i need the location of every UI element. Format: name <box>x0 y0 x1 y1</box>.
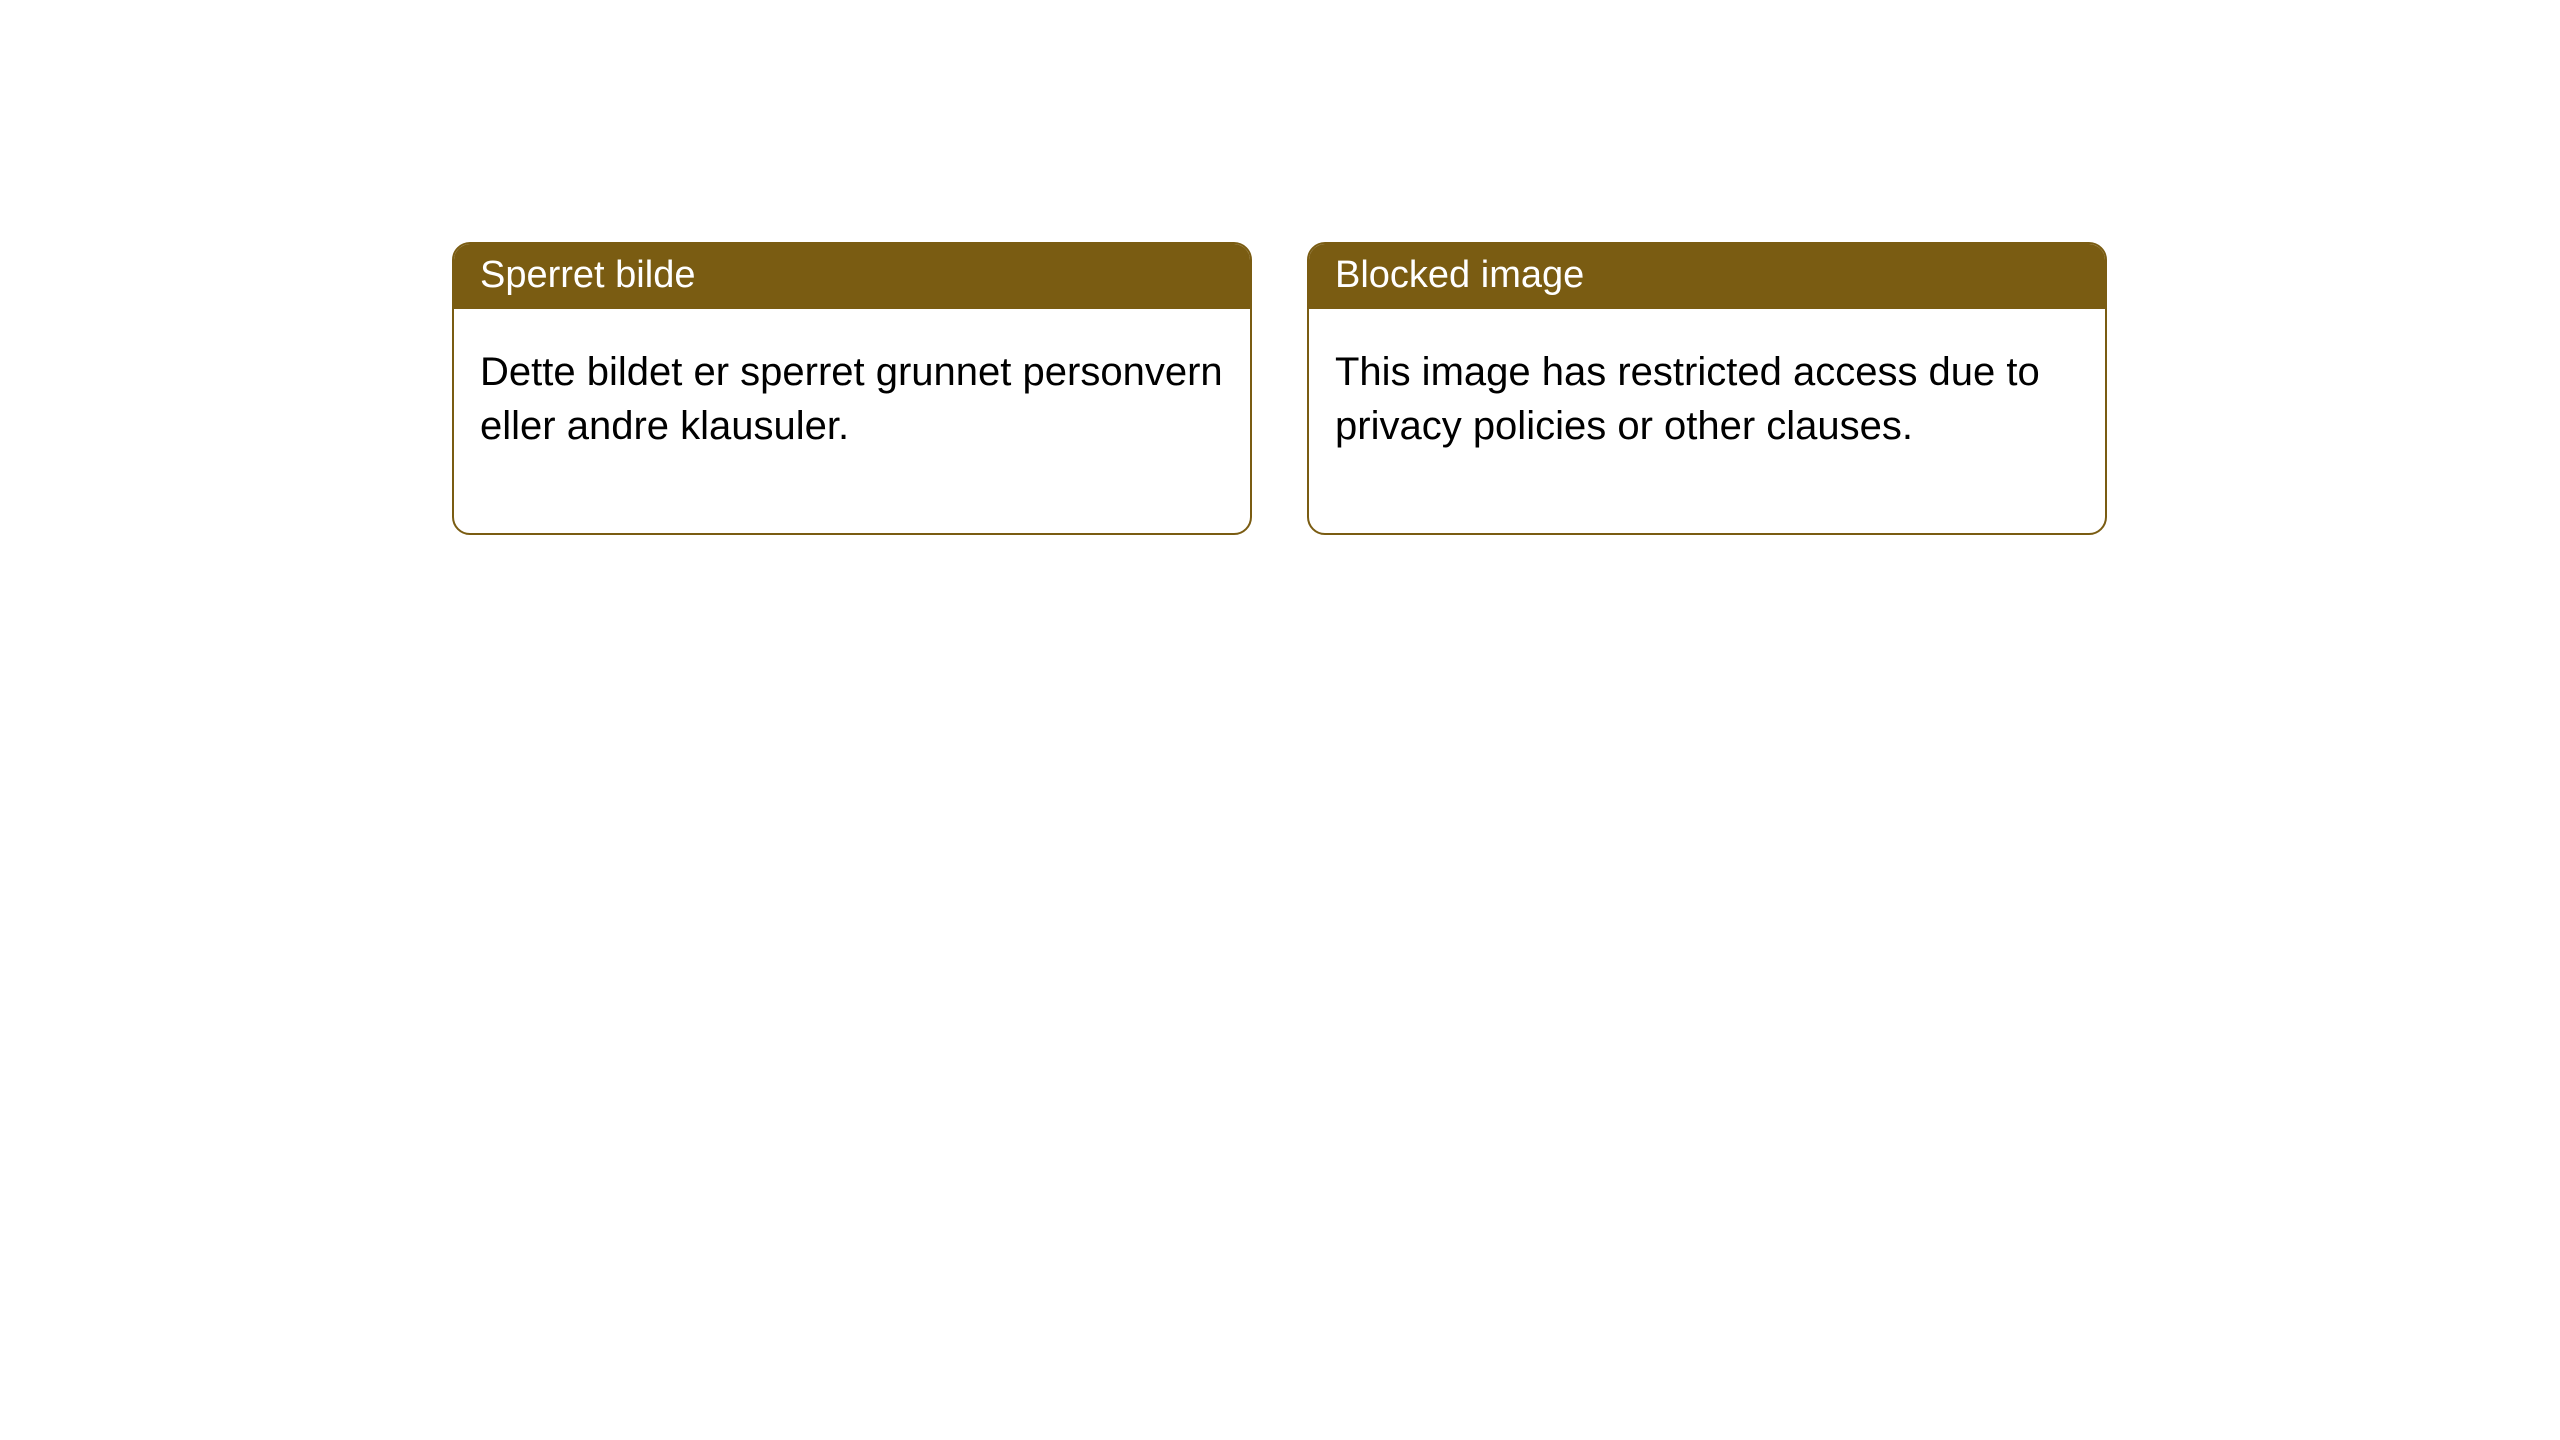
notice-card-norwegian: Sperret bilde Dette bildet er sperret gr… <box>452 242 1252 535</box>
card-body-english: This image has restricted access due to … <box>1309 309 2105 533</box>
notice-cards-container: Sperret bilde Dette bildet er sperret gr… <box>452 242 2107 535</box>
card-header-norwegian: Sperret bilde <box>454 244 1250 309</box>
card-body-text: This image has restricted access due to … <box>1335 350 2040 448</box>
card-header-english: Blocked image <box>1309 244 2105 309</box>
card-body-text: Dette bildet er sperret grunnet personve… <box>480 350 1223 448</box>
card-title: Sperret bilde <box>480 254 695 296</box>
card-body-norwegian: Dette bildet er sperret grunnet personve… <box>454 309 1250 533</box>
card-title: Blocked image <box>1335 254 1584 296</box>
notice-card-english: Blocked image This image has restricted … <box>1307 242 2107 535</box>
